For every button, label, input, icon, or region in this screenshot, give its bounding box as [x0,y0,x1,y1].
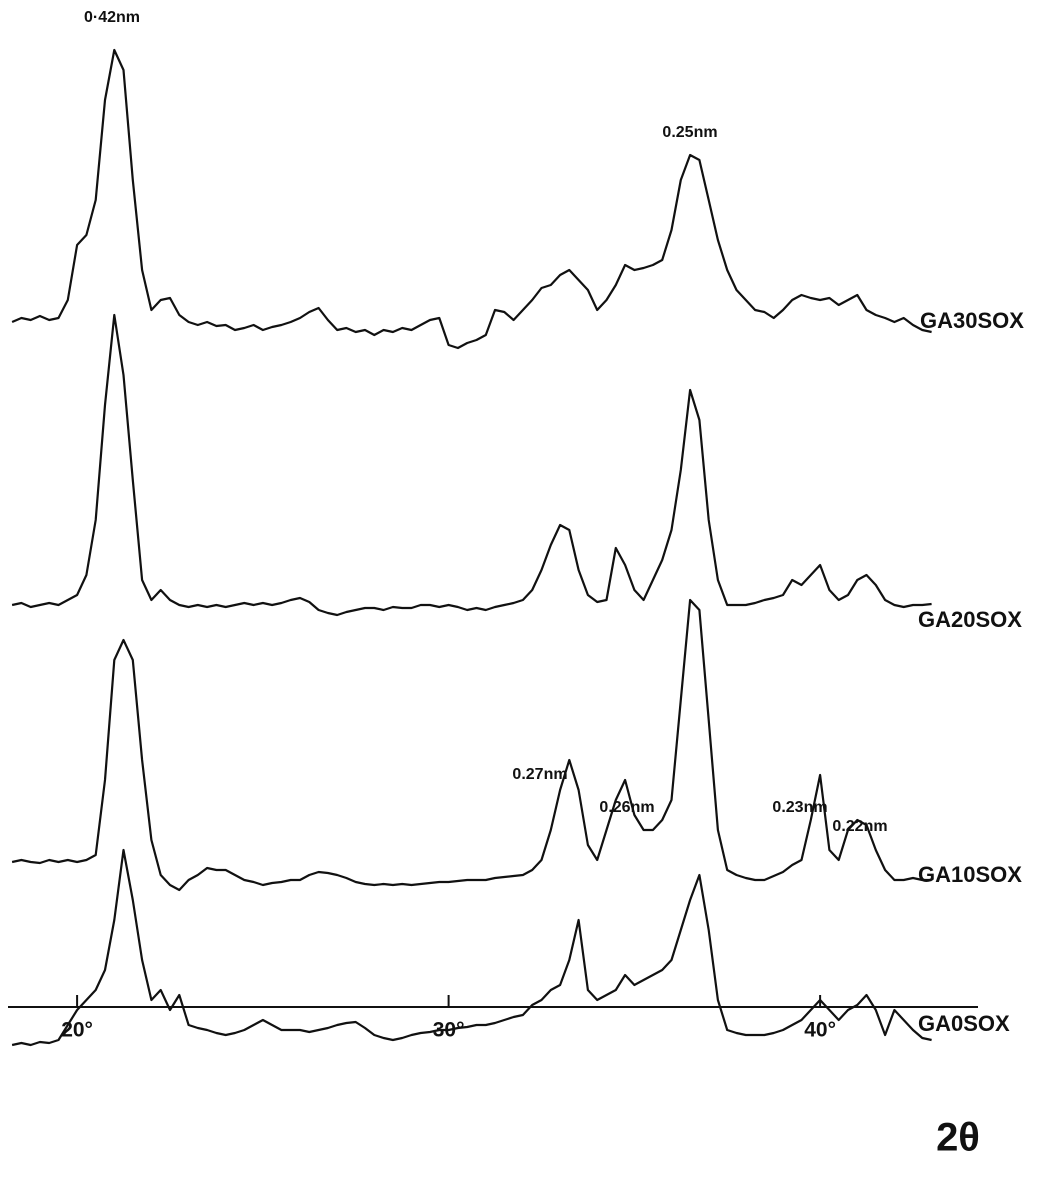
peak-annotation: 0·42nm [84,9,140,26]
peak-annotation: 0.27nm [512,766,567,783]
trace [11,848,932,1047]
peak-annotation: 0.23nm [772,799,827,816]
peak-annotation: 0.26nm [599,799,654,816]
peak-annotation: 0.22nm [832,818,887,835]
x-tick-label: 40° [804,1019,836,1042]
series-label: GA10SOX [918,862,1022,887]
trace [11,313,932,617]
x-axis-label: 2θ [936,1116,980,1160]
trace [11,48,932,350]
series-label: GA30SOX [920,308,1024,333]
series-label: GA0SOX [918,1011,1010,1036]
trace [11,598,932,892]
series-label: GA20SOX [918,607,1022,632]
peak-annotation: 0.25nm [662,124,717,141]
x-tick-label: 20° [61,1019,93,1042]
